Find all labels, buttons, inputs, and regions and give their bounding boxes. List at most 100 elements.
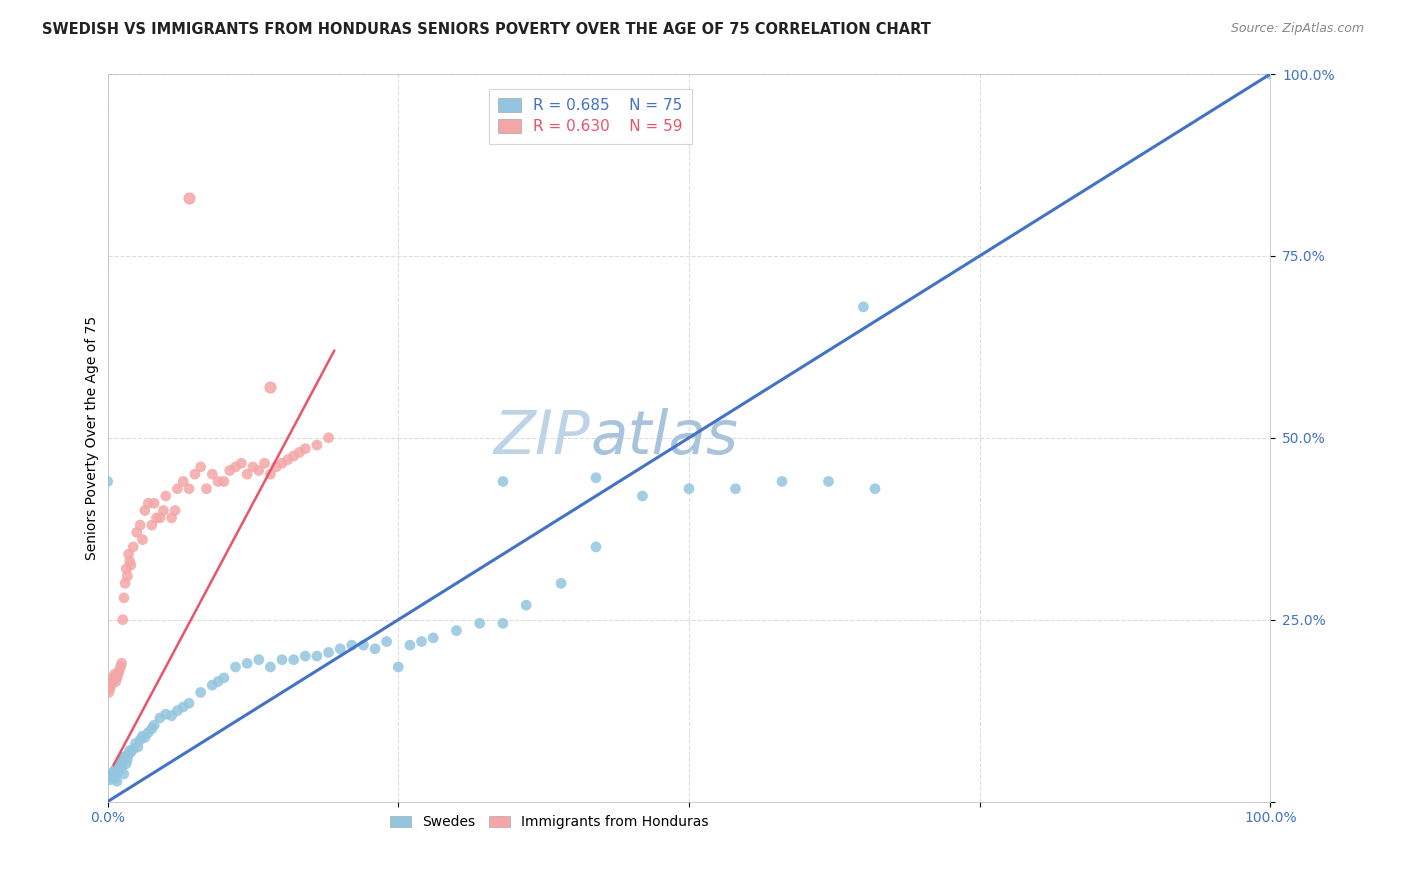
Point	[103, 767, 125, 781]
Point	[115, 562, 138, 576]
Point	[271, 456, 294, 470]
Point	[110, 755, 132, 769]
Point	[852, 300, 875, 314]
Point	[305, 438, 328, 452]
Point	[166, 704, 188, 718]
Point	[107, 758, 129, 772]
Point	[122, 540, 145, 554]
Point	[107, 667, 129, 681]
Point	[550, 576, 572, 591]
Point	[294, 648, 316, 663]
Point	[112, 591, 135, 605]
Text: ZIP: ZIP	[494, 409, 591, 467]
Point	[446, 624, 468, 638]
Point	[122, 742, 145, 756]
Point	[101, 674, 124, 689]
Point	[127, 739, 149, 754]
Point	[190, 685, 212, 699]
Point	[117, 747, 139, 762]
Point	[149, 711, 172, 725]
Point	[207, 674, 229, 689]
Point	[120, 558, 142, 573]
Point	[120, 745, 142, 759]
Point	[177, 482, 200, 496]
Point	[247, 464, 270, 478]
Point	[177, 697, 200, 711]
Point	[212, 475, 235, 489]
Point	[110, 657, 132, 671]
Point	[201, 678, 224, 692]
Point	[184, 467, 207, 482]
Point	[242, 459, 264, 474]
Point	[631, 489, 654, 503]
Point	[105, 774, 128, 789]
Point	[131, 729, 153, 743]
Point	[247, 653, 270, 667]
Point	[340, 638, 363, 652]
Point	[212, 671, 235, 685]
Point	[678, 482, 700, 496]
Point	[118, 554, 141, 568]
Text: atlas: atlas	[591, 409, 738, 467]
Point	[352, 638, 374, 652]
Point	[770, 475, 793, 489]
Text: SWEDISH VS IMMIGRANTS FROM HONDURAS SENIORS POVERTY OVER THE AGE OF 75 CORRELATI: SWEDISH VS IMMIGRANTS FROM HONDURAS SENI…	[42, 22, 931, 37]
Point	[125, 525, 148, 540]
Point	[108, 764, 131, 778]
Point	[399, 638, 422, 652]
Point	[305, 648, 328, 663]
Point	[283, 449, 305, 463]
Point	[117, 547, 139, 561]
Point	[817, 475, 839, 489]
Point	[863, 482, 886, 496]
Point	[110, 660, 132, 674]
Point	[225, 459, 247, 474]
Point	[283, 653, 305, 667]
Y-axis label: Seniors Poverty Over the Age of 75: Seniors Poverty Over the Age of 75	[86, 316, 100, 560]
Point	[387, 660, 409, 674]
Point	[318, 431, 340, 445]
Point	[105, 671, 128, 685]
Point	[149, 511, 172, 525]
Point	[117, 569, 139, 583]
Point	[375, 634, 398, 648]
Point	[259, 380, 281, 394]
Point	[1260, 67, 1282, 81]
Point	[294, 442, 316, 456]
Legend: Swedes, Immigrants from Honduras: Swedes, Immigrants from Honduras	[385, 810, 714, 835]
Point	[225, 660, 247, 674]
Point	[492, 616, 515, 631]
Point	[172, 700, 194, 714]
Point	[136, 496, 159, 510]
Point	[218, 464, 240, 478]
Point	[115, 756, 138, 771]
Point	[201, 467, 224, 482]
Point	[129, 518, 152, 533]
Point	[166, 482, 188, 496]
Point	[318, 645, 340, 659]
Point	[104, 772, 127, 786]
Point	[114, 749, 136, 764]
Point	[141, 518, 163, 533]
Point	[231, 456, 253, 470]
Point	[111, 751, 134, 765]
Point	[100, 678, 122, 692]
Point	[143, 718, 166, 732]
Point	[468, 616, 491, 631]
Point	[114, 576, 136, 591]
Point	[101, 765, 124, 780]
Point	[97, 685, 120, 699]
Point	[492, 475, 515, 489]
Point	[329, 641, 352, 656]
Point	[364, 641, 387, 656]
Point	[236, 657, 259, 671]
Point	[134, 503, 156, 517]
Point	[118, 744, 141, 758]
Point	[143, 496, 166, 510]
Point	[177, 191, 200, 205]
Point	[288, 445, 311, 459]
Point	[134, 731, 156, 745]
Point	[724, 482, 747, 496]
Text: Source: ZipAtlas.com: Source: ZipAtlas.com	[1230, 22, 1364, 36]
Point	[585, 540, 607, 554]
